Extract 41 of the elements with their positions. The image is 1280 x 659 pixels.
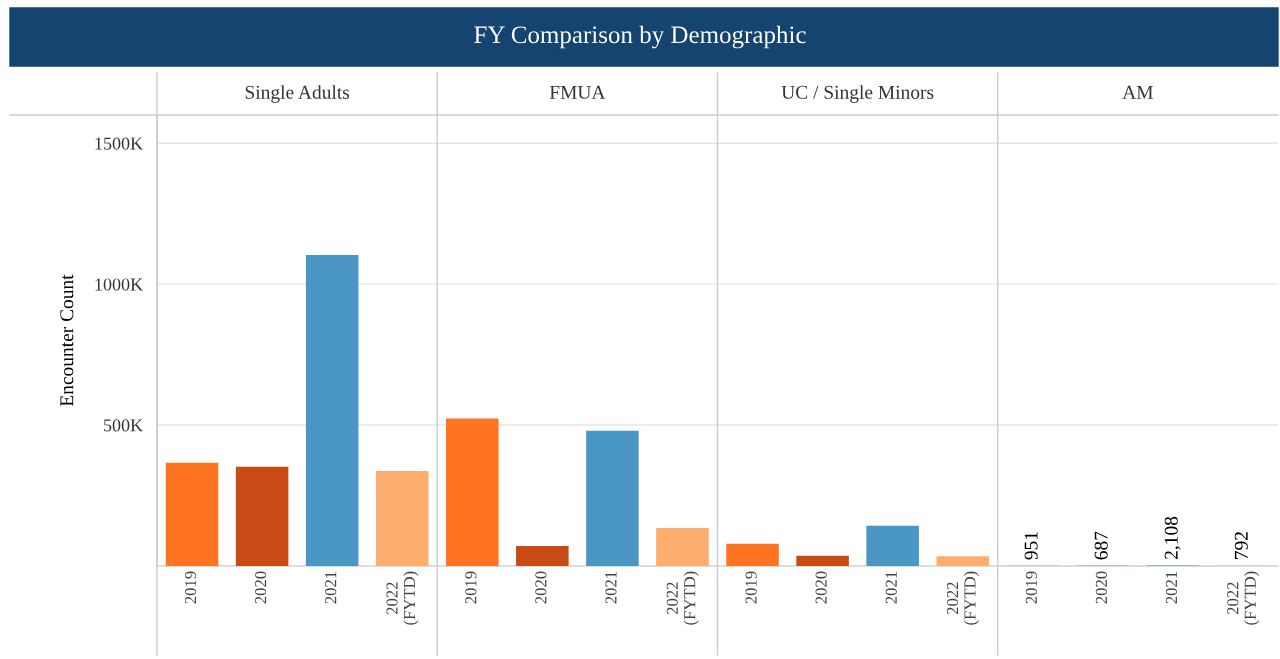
x-tick-label: 2021	[325, 571, 337, 604]
x-tick-label: 2021	[605, 571, 617, 604]
y-tick-label: 1000K	[95, 278, 143, 291]
text: AM	[1122, 85, 1153, 99]
x-tick-label: 2020	[255, 571, 267, 604]
data-label: 951	[1024, 532, 1038, 560]
y-tick-label: 1500K	[95, 137, 143, 150]
bar	[305, 255, 359, 566]
x-tick-label: 2019	[1025, 571, 1037, 604]
bar	[446, 418, 499, 566]
x-tick-label: 2020	[815, 571, 827, 604]
bar	[375, 471, 429, 566]
x-tick-label: 2021	[1165, 571, 1178, 604]
x-tick-label: 2022 (FYTD)	[946, 571, 979, 625]
bar	[726, 543, 779, 566]
bar	[936, 556, 989, 566]
y-tick-label: 500K	[104, 419, 143, 432]
bar	[796, 555, 849, 566]
bar	[235, 466, 289, 566]
text: UC / Single Minors	[781, 85, 934, 103]
text: Single Adults	[245, 85, 350, 103]
bar	[866, 525, 919, 566]
x-tick-label: 2021	[885, 571, 897, 604]
x-tick-label: 2022 (FYTD)	[386, 571, 419, 625]
x-tick-label: 2019	[465, 571, 477, 604]
x-tick-label: 2022 (FYTD)	[666, 571, 699, 625]
data-label: 2,108	[1164, 516, 1181, 559]
data-label: 687	[1094, 531, 1108, 560]
x-tick-label: 2019	[184, 571, 197, 604]
y-axis-title: Encounter Count	[60, 274, 74, 407]
x-tick-label: 2020	[1095, 571, 1108, 604]
data-label: 792	[1234, 532, 1248, 559]
x-tick-label: 2020	[535, 571, 547, 604]
x-tick-label: 2019	[745, 571, 757, 604]
bar	[656, 527, 709, 566]
bar	[165, 462, 219, 566]
bar	[586, 430, 639, 566]
text: FMUA	[549, 85, 606, 99]
chart-title: FY Comparison by Demographic	[474, 25, 806, 49]
x-tick-label: 2022 (FYTD)	[1227, 571, 1260, 625]
bar	[516, 545, 569, 566]
